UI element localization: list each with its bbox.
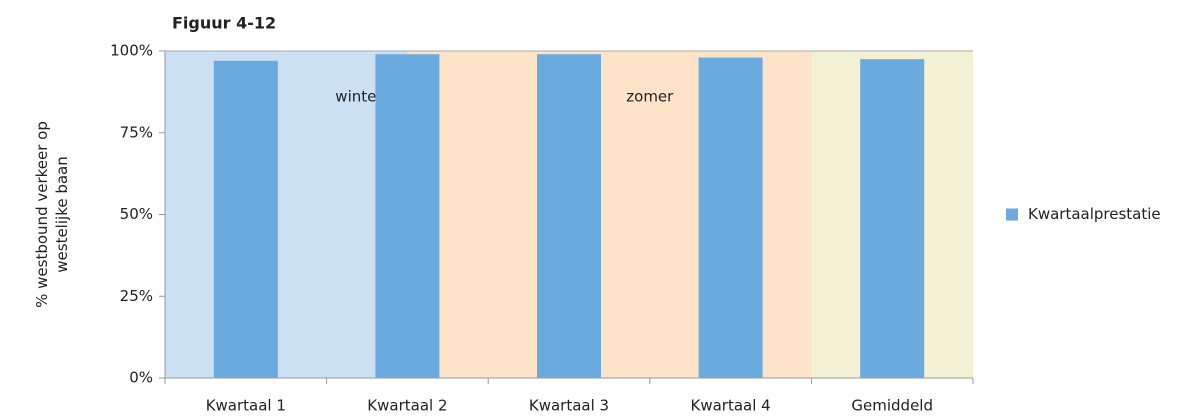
chart-title: Figuur 4-12 bbox=[172, 14, 276, 33]
y-tick-label: 75% bbox=[120, 123, 153, 141]
y-tick-label: 100% bbox=[110, 42, 153, 60]
x-tick-label: Kwartaal 2 bbox=[367, 397, 447, 415]
annotation: winter bbox=[335, 88, 383, 106]
winter-region bbox=[165, 51, 408, 378]
y-tick-label: 0% bbox=[129, 369, 153, 387]
annotation: zomer bbox=[626, 88, 674, 106]
x-tick-label: Gemiddeld bbox=[851, 397, 933, 415]
y-tick-label: 25% bbox=[120, 287, 153, 305]
bar bbox=[213, 60, 278, 379]
x-tick-label: Kwartaal 1 bbox=[206, 397, 286, 415]
y-tick-label: 50% bbox=[120, 205, 153, 223]
y-axis-label-line: % westbound verkeer op bbox=[33, 121, 51, 308]
bar bbox=[375, 54, 440, 379]
x-tick-label: Kwartaal 3 bbox=[529, 397, 609, 415]
bar bbox=[698, 57, 763, 378]
x-tick-label: Kwartaal 4 bbox=[690, 397, 770, 415]
legend-label: Kwartaalprestatie bbox=[1028, 205, 1161, 223]
bar bbox=[537, 54, 601, 379]
legend-swatch bbox=[1006, 208, 1018, 221]
y-axis-label-line: westelijke baan bbox=[53, 156, 71, 272]
y-axis-label: % westbound verkeer op westelijke baan bbox=[33, 121, 71, 308]
bar bbox=[860, 59, 925, 379]
